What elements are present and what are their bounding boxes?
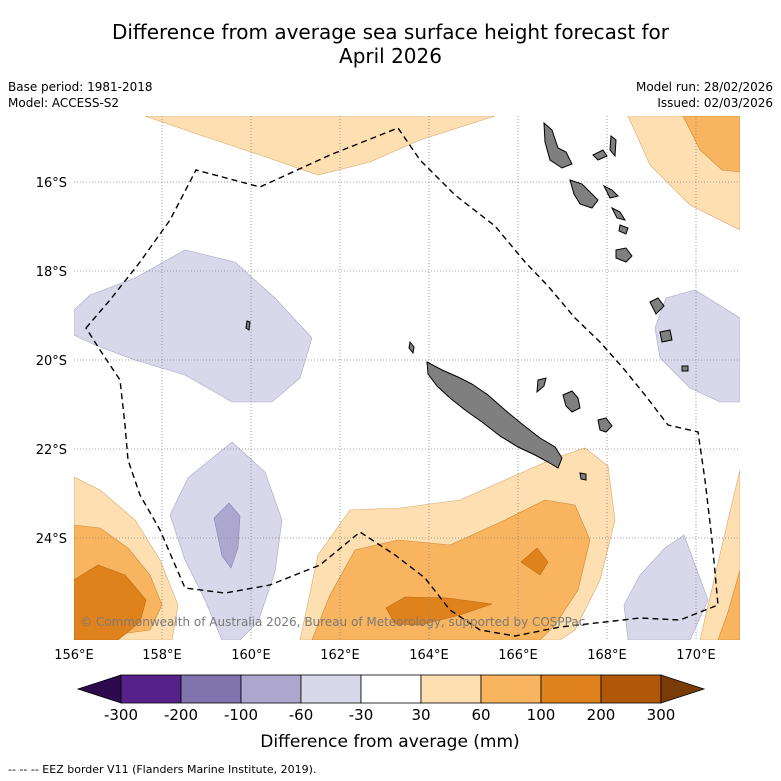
colorbar-arrow-high <box>660 674 706 704</box>
lat-tick: 24°S <box>36 532 67 547</box>
colorbar-tick: 100 <box>527 706 556 724</box>
map-area: © Commonwealth of Australia 2026, Bureau… <box>74 116 740 640</box>
issued-date: Issued: 02/03/2026 <box>657 96 773 110</box>
anomaly-region <box>144 116 496 176</box>
colorbar-tick: 300 <box>647 706 676 724</box>
lon-tick: 162°E <box>320 648 360 663</box>
colorbar <box>76 674 706 704</box>
land-mass <box>609 135 617 158</box>
colorbar-segment <box>300 674 362 704</box>
lon-tick: 166°E <box>498 648 538 663</box>
lon-tick: 156°E <box>54 648 94 663</box>
land-mass <box>615 247 633 263</box>
colorbar-tick: -300 <box>104 706 138 724</box>
title-line-1: Difference from average sea surface heig… <box>111 20 670 44</box>
colorbar-label: Difference from average (mm) <box>260 732 519 752</box>
anomaly-region <box>74 249 313 403</box>
colorbar-segment <box>240 674 302 704</box>
anomaly-region <box>654 289 740 403</box>
colorbar-tick: 30 <box>411 706 430 724</box>
land-mass <box>543 121 573 169</box>
land-mass <box>245 320 251 331</box>
land-mass <box>569 179 599 209</box>
colorbar-tick: -100 <box>224 706 258 724</box>
model-name: Model: ACCESS-S2 <box>8 96 120 110</box>
colorbar-arrow-low <box>76 674 122 704</box>
copyright-notice: © Commonwealth of Australia 2026, Bureau… <box>80 615 585 629</box>
lon-tick: 168°E <box>587 648 627 663</box>
land-mass <box>536 377 547 394</box>
meta-left: Base period: 1981-2018 Model: ACCESS-S2 <box>8 79 153 111</box>
land-mass <box>597 417 613 433</box>
anomaly-region <box>311 499 591 640</box>
lon-tick: 164°E <box>409 648 449 663</box>
anomaly-region <box>74 564 147 640</box>
lat-tick: 18°S <box>36 265 67 280</box>
land-mass <box>602 184 619 199</box>
lon-tick: 160°E <box>231 648 271 663</box>
lon-axis: 156°E 158°E 160°E 162°E 164°E 166°E 168°… <box>54 648 716 663</box>
colorbar-segment <box>540 674 602 704</box>
lat-tick: 22°S <box>36 443 67 458</box>
colorbar-segment <box>600 674 662 704</box>
land-mass <box>659 329 673 343</box>
anomaly-region <box>623 534 709 640</box>
graticule <box>74 116 740 640</box>
colorbar-segment <box>480 674 542 704</box>
lat-tick: 16°S <box>36 176 67 191</box>
land-mass <box>681 365 689 372</box>
colorbar-segment <box>360 674 422 704</box>
eez-legend: -- -- -- EEZ border V11 (Flanders Marine… <box>8 763 317 776</box>
land-mass <box>408 340 415 355</box>
model-run: Model run: 28/02/2026 <box>635 80 773 94</box>
land-mass <box>618 224 629 235</box>
lon-tick: 170°E <box>676 648 716 663</box>
colorbar-tick: -200 <box>164 706 198 724</box>
lat-axis: 16°S 18°S 20°S 22°S 24°S <box>36 176 67 547</box>
anomaly-region <box>699 469 740 640</box>
anomaly-region <box>682 116 740 173</box>
lon-tick: 158°E <box>142 648 182 663</box>
base-period: Base period: 1981-2018 <box>8 80 153 94</box>
colorbar-tick: 200 <box>587 706 616 724</box>
land-mass <box>562 390 581 413</box>
anomaly-region <box>385 596 493 626</box>
anomaly-region <box>520 547 549 576</box>
land-mass <box>426 361 563 469</box>
colorbar-tick: -60 <box>289 706 314 724</box>
colorbar-ticks: -300 -200 -100 -60 -30 30 60 100 200 300 <box>104 706 675 724</box>
land-mass <box>649 297 665 315</box>
anomaly-region <box>213 502 241 569</box>
colorbar-segment <box>180 674 242 704</box>
colorbar-tick: -30 <box>349 706 374 724</box>
lat-tick: 20°S <box>36 354 67 369</box>
meta-right: Model run: 28/02/2026 Issued: 02/03/2026 <box>636 79 773 111</box>
land-mass <box>579 472 587 481</box>
anomaly-region <box>717 569 740 640</box>
colorbar-segment <box>420 674 482 704</box>
colorbar-segment <box>120 674 182 704</box>
land-mass <box>592 149 608 161</box>
land-mass <box>610 206 627 221</box>
colorbar-tick: 60 <box>471 706 490 724</box>
title-line-2: April 2026 <box>339 44 442 68</box>
